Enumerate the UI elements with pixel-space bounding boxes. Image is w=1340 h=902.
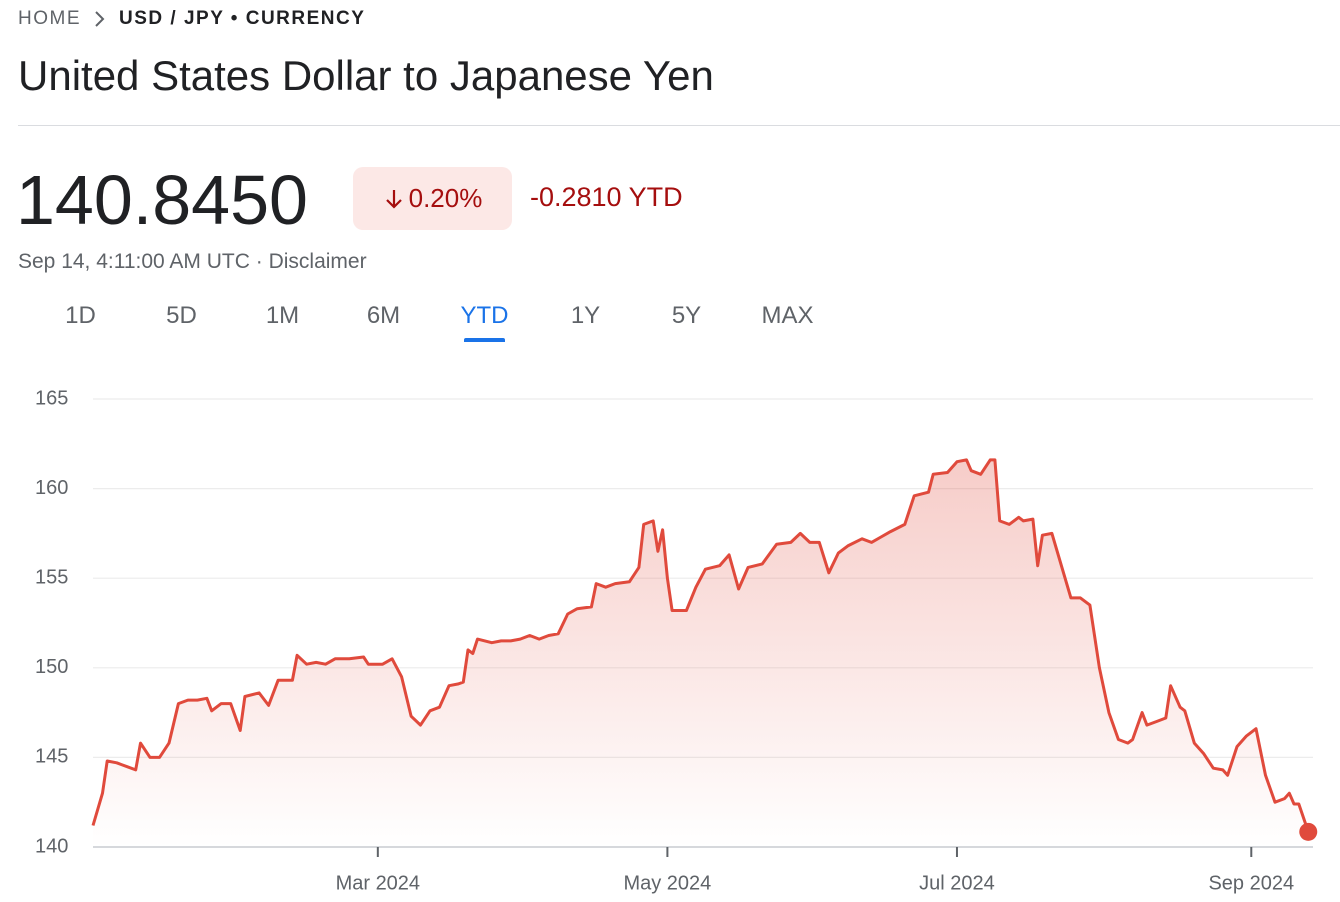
page-title: United States Dollar to Japanese Yen: [18, 52, 714, 99]
breadcrumb: HOME USD / JPY • CURRENCY: [18, 8, 365, 30]
range-tab[interactable]: 1D: [65, 302, 96, 329]
range-tab[interactable]: 1Y: [570, 302, 601, 329]
change-percent: 0.20%: [408, 183, 483, 213]
range-tabs: 1D 5D 1M 6M YTD 1Y 5Y MAX: [30, 302, 838, 342]
change-ytd: -0.2810 YTD: [530, 182, 683, 212]
y-tick-label: 150: [35, 656, 68, 678]
area: [93, 459, 1309, 847]
range-tab[interactable]: 6M: [366, 302, 401, 329]
range-tab[interactable]: 5D: [166, 302, 197, 329]
timestamp: Sep 14, 4:11:00 AM UTC ·: [18, 250, 263, 273]
breadcrumb-home[interactable]: HOME: [18, 8, 81, 29]
range-tab[interactable]: 1M: [265, 302, 300, 329]
change-pill: 0.20%: [353, 167, 512, 230]
x-tick-label: Mar 2024: [336, 872, 421, 894]
range-tab[interactable]: YTD: [434, 302, 535, 342]
x-tick-label: May 2024: [623, 872, 711, 894]
divider: [18, 125, 1340, 126]
y-tick-label: 145: [35, 746, 68, 768]
last-point: [1299, 822, 1318, 841]
price: 140.8450: [16, 161, 308, 239]
line: [91, 458, 1310, 833]
range-tab[interactable]: MAX: [761, 302, 814, 329]
x-tick-label: Jul 2024: [919, 872, 995, 894]
y-tick-label: 165: [35, 387, 68, 409]
down-arrow-icon: [385, 189, 402, 209]
breadcrumb-current: USD / JPY • CURRENCY: [119, 8, 366, 29]
range-tab[interactable]: 5Y: [671, 302, 702, 329]
y-tick-label: 140: [35, 835, 68, 857]
y-tick-label: 160: [35, 477, 68, 499]
timestamp-row: Sep 14, 4:11:00 AM UTC · Disclaimer: [18, 250, 367, 274]
y-tick-label: 155: [35, 566, 68, 588]
chevron-icon: [95, 11, 105, 27]
disclaimer-link[interactable]: Disclaimer: [268, 250, 367, 273]
x-tick-label: Sep 2024: [1208, 872, 1294, 894]
